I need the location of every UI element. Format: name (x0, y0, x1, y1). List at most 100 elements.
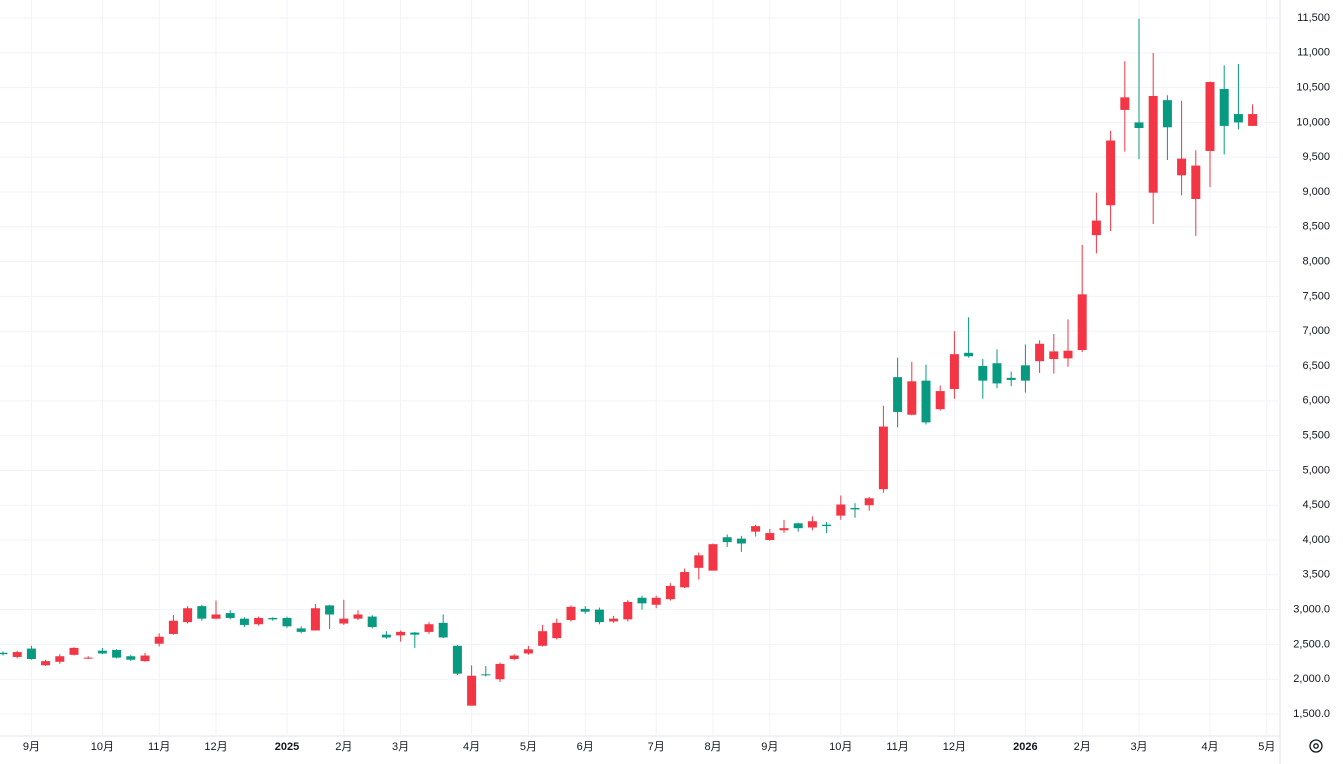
y-tick-label: 7,500 (1302, 290, 1330, 302)
y-tick-label: 1,500.0 (1293, 708, 1330, 720)
candle-body (1106, 140, 1116, 206)
candle-body (410, 632, 420, 635)
y-tick-label: 4,000 (1302, 534, 1330, 546)
candle-body (438, 622, 448, 638)
candle-body (296, 628, 306, 632)
candle-body (183, 608, 193, 623)
candle-body (353, 614, 363, 619)
candle-body (83, 657, 93, 659)
candle-body (26, 648, 36, 660)
candle-body (1077, 294, 1087, 351)
candle-body (708, 544, 718, 571)
candle-body (69, 647, 79, 655)
candle-body (495, 663, 505, 680)
candle-body (1233, 114, 1243, 123)
candle-body (637, 597, 647, 604)
candle-body (154, 636, 164, 644)
candle-body (864, 498, 874, 506)
candle-body (1219, 89, 1229, 126)
candle-body (1191, 165, 1201, 199)
candle-body (680, 572, 690, 588)
candle-body (268, 617, 278, 620)
candle-body (779, 528, 789, 531)
candle-body (722, 537, 732, 543)
y-tick-label: 10,500 (1296, 82, 1330, 94)
x-tick-label: 5月 (1258, 741, 1275, 753)
candle-body (878, 426, 888, 490)
candle-body (822, 524, 832, 527)
x-tick-label: 2025 (275, 741, 299, 753)
y-tick-label: 5,500 (1302, 430, 1330, 442)
x-tick-label: 4月 (1201, 741, 1218, 753)
x-tick-label: 11月 (148, 741, 170, 753)
y-tick-label: 8,500 (1302, 221, 1330, 233)
x-tick-label: 3月 (1130, 741, 1147, 753)
candle-body (623, 601, 633, 620)
candle-body (225, 613, 235, 618)
candle-body (452, 645, 462, 674)
candle-body (935, 391, 945, 410)
y-tick-label: 2,500.0 (1293, 638, 1330, 650)
candle-body (1205, 82, 1215, 151)
x-tick-label: 6月 (577, 741, 594, 753)
y-tick-label: 7,000 (1302, 325, 1330, 337)
candle-body (836, 504, 846, 516)
candle-body (1177, 158, 1187, 176)
candle-body (168, 620, 178, 634)
candle-body (1148, 95, 1158, 193)
candle-body (239, 618, 249, 625)
candle-body (523, 649, 533, 654)
candle-body (1248, 114, 1258, 126)
candle-body (1035, 343, 1045, 362)
candle-body (381, 634, 391, 638)
candle-body (367, 616, 377, 628)
plot: 1,500.0 2,000.0 2,500.0 3,000.0 3,500 4,000 4,… (0, 12, 1330, 753)
y-tick-label: 11,500 (1297, 12, 1330, 24)
y-tick-label: 6,500 (1302, 360, 1330, 372)
candle-body (140, 655, 150, 662)
candle-body (325, 605, 335, 615)
candle-body (949, 354, 959, 389)
candle-body (907, 381, 917, 415)
candle-body (509, 655, 519, 660)
x-tick-label: 5月 (520, 741, 537, 753)
candle-body (41, 661, 51, 666)
candle-body (978, 366, 988, 381)
x-tick-label: 10月 (91, 741, 114, 753)
y-tick-label: 3,000.0 (1293, 604, 1330, 616)
candle-body (736, 538, 746, 544)
candle-body (254, 617, 264, 625)
candle-body (765, 533, 775, 541)
candle-body (481, 674, 491, 676)
candle-body (893, 377, 903, 412)
candle-body (112, 649, 122, 658)
y-tick-label: 9,500 (1302, 151, 1330, 163)
candle-body (97, 650, 107, 654)
candle-body (964, 352, 974, 357)
x-tick-label: 7月 (648, 741, 665, 753)
candle-body (282, 617, 292, 627)
y-tick-label: 11,000 (1297, 47, 1330, 59)
y-tick-label: 9,000 (1302, 186, 1330, 198)
candle-body (566, 606, 576, 621)
y-tick-label: 10,000 (1296, 116, 1330, 128)
candle-body (310, 608, 320, 631)
candle-body (793, 523, 803, 529)
candle-body (12, 652, 22, 657)
x-tick-label: 9月 (23, 741, 40, 753)
candle-body (1049, 351, 1059, 360)
candle-body (552, 622, 562, 639)
y-tick-label: 6,000 (1302, 395, 1330, 407)
settings-icon[interactable] (1309, 739, 1323, 753)
candle-body (1134, 122, 1144, 128)
candle-body (1020, 365, 1030, 381)
candle-body (807, 521, 817, 528)
y-tick-label: 4,500 (1302, 499, 1330, 511)
candle-body (538, 631, 548, 646)
x-tick-label: 11月 (886, 741, 908, 753)
candle-body (467, 675, 477, 706)
candle-body (665, 585, 675, 600)
candle-body (126, 656, 136, 660)
grid (0, 0, 1280, 736)
candle-body (921, 380, 931, 423)
